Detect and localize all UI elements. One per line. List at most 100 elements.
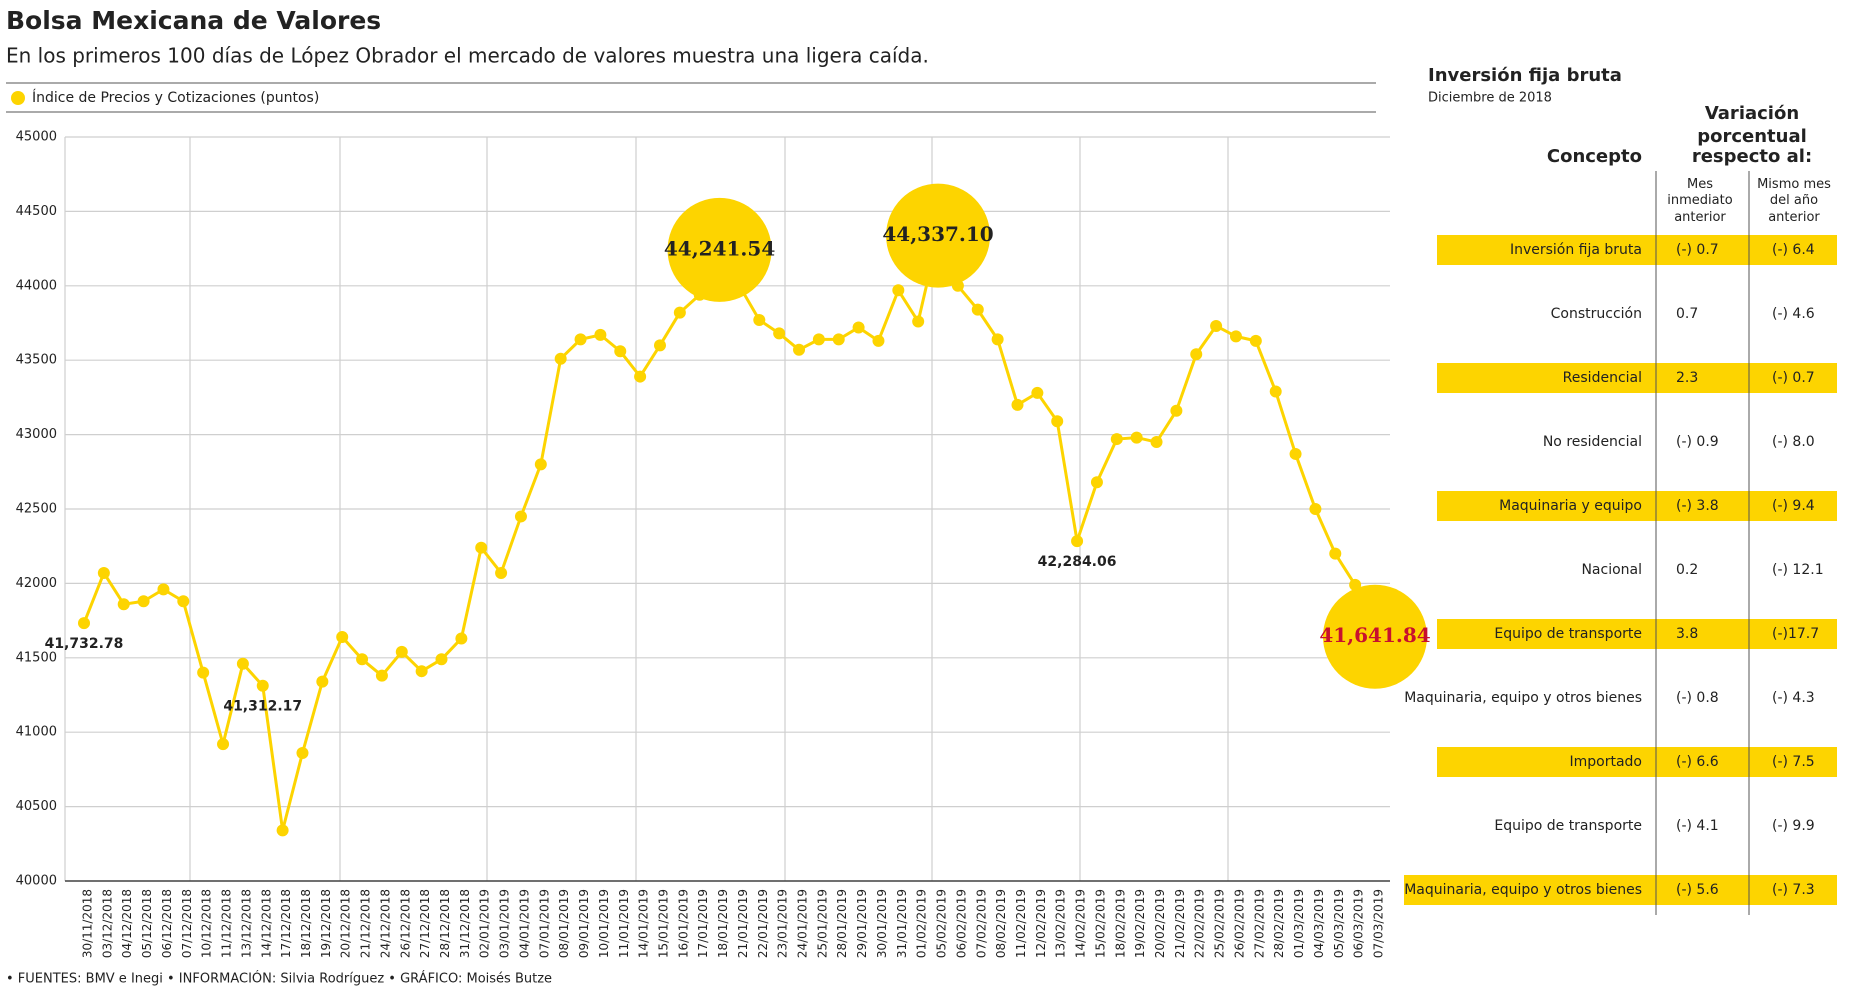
table-header: Variación porcentual respecto al: — [1692, 103, 1812, 167]
point — [1110, 433, 1123, 446]
x-tick-label: 31/12/2018 — [458, 889, 472, 958]
row-value: (-) 8.0 — [1772, 434, 1815, 450]
x-tick-label: 29/01/2019 — [855, 889, 869, 958]
row-value: (-) 12.1 — [1772, 562, 1824, 578]
x-tick-label: 24/12/2018 — [378, 889, 392, 958]
point — [137, 595, 150, 608]
y-tick-label: 42000 — [16, 576, 57, 591]
footer: • FUENTES: BMV e Inegi • INFORMACIÓN: Si… — [6, 971, 552, 987]
row-value: (-) 7.3 — [1772, 882, 1815, 898]
point — [1031, 386, 1044, 399]
x-tick-label: 13/12/2018 — [239, 889, 253, 958]
value-label: 41,732.78 — [45, 636, 124, 652]
point — [1150, 436, 1163, 449]
x-tick-label: 25/01/2019 — [815, 889, 829, 958]
x-tick-label: 31/01/2019 — [895, 889, 909, 958]
x-tick-label: 18/01/2019 — [716, 889, 730, 958]
row-value: (-) 5.6 — [1676, 882, 1719, 898]
row-label: Maquinaria, equipo y otros bienes — [1404, 882, 1642, 898]
point — [971, 303, 984, 316]
point — [296, 747, 309, 760]
x-tick-label: 28/02/2019 — [1272, 889, 1286, 958]
x-tick-label: 06/12/2018 — [160, 889, 174, 958]
y-tick-label: 41000 — [16, 725, 57, 740]
x-tick-label: 04/03/2019 — [1312, 889, 1326, 958]
chart-title: Bolsa Mexicana de Valores — [6, 6, 381, 35]
row-value: (-) 0.7 — [1676, 242, 1719, 258]
x-tick-label: 05/03/2019 — [1332, 889, 1346, 958]
row-value: (-) 9.4 — [1772, 498, 1815, 514]
row-label: Nacional — [1581, 562, 1642, 578]
x-tick-label: 08/02/2019 — [994, 889, 1008, 958]
point — [773, 327, 786, 340]
y-tick-label: 43500 — [16, 353, 57, 368]
table-subtitle: Diciembre de 2018 — [1428, 91, 1552, 106]
x-tick-label: 01/02/2019 — [915, 889, 929, 958]
x-tick-label: 25/02/2019 — [1213, 889, 1227, 958]
subtitle: En los primeros 100 días de López Obrado… — [6, 44, 929, 68]
x-tick-label: 21/12/2018 — [359, 889, 373, 958]
point — [1130, 431, 1143, 444]
x-tick-label: 21/02/2019 — [1173, 889, 1187, 958]
point — [673, 306, 686, 319]
highlight-label: 44,241.54 — [664, 236, 775, 260]
point — [1289, 447, 1302, 460]
x-tick-label: 18/12/2018 — [299, 889, 313, 958]
x-tick-label: 03/12/2018 — [100, 889, 114, 958]
x-tick-label: 19/12/2018 — [319, 889, 333, 958]
point — [1309, 503, 1322, 515]
x-tick-label: 05/02/2019 — [935, 889, 949, 958]
point — [375, 669, 388, 682]
highlight-bubble — [667, 197, 772, 302]
legend-label: Índice de Precios y Cotizaciones (puntos… — [32, 89, 319, 106]
row-value: (-) 7.5 — [1772, 754, 1815, 770]
point — [256, 679, 269, 692]
point — [793, 343, 806, 356]
point — [872, 334, 885, 347]
point — [495, 566, 508, 579]
row-value: 3.8 — [1676, 626, 1698, 642]
x-tick-label: 28/12/2018 — [438, 889, 452, 958]
row-value: (-) 6.6 — [1676, 754, 1719, 770]
row-highlight — [1404, 875, 1837, 905]
row-highlight — [1437, 363, 1837, 393]
legend-swatch — [11, 91, 25, 105]
x-tick-label: 22/01/2019 — [756, 889, 770, 958]
series-line — [82, 234, 1377, 832]
x-tick-label: 20/02/2019 — [1153, 889, 1167, 958]
x-tick-label: 30/11/2018 — [81, 889, 95, 958]
point — [236, 657, 249, 670]
point — [356, 653, 369, 666]
x-tick-label: 13/02/2019 — [1054, 889, 1068, 958]
x-tick-label: 20/12/2018 — [339, 889, 353, 958]
row-label: Maquinaria, equipo y otros bienes — [1404, 690, 1642, 706]
x-tick-label: 24/01/2019 — [796, 889, 810, 958]
x-tick-label: 12/02/2019 — [1034, 889, 1048, 958]
row-label: Equipo de transporte — [1494, 818, 1642, 834]
x-tick-label: 14/12/2018 — [259, 889, 273, 958]
point — [1051, 415, 1064, 428]
point — [1190, 348, 1203, 361]
y-tick-label: 44000 — [16, 278, 57, 293]
point — [415, 665, 428, 678]
x-tick-label: 22/02/2019 — [1193, 889, 1207, 958]
highlight-label: 41,641.84 — [1319, 623, 1430, 647]
x-tick-label: 27/02/2019 — [1252, 889, 1266, 958]
y-tick-label: 40500 — [16, 799, 57, 814]
point — [534, 458, 547, 471]
value-label: 41,312.17 — [223, 699, 302, 715]
row-value: 0.7 — [1676, 306, 1698, 322]
point — [1170, 404, 1183, 417]
x-tick-label: 17/12/2018 — [279, 889, 293, 958]
x-tick-label: 07/03/2019 — [1372, 889, 1386, 958]
row-value: (-) 4.1 — [1676, 818, 1719, 834]
point — [753, 314, 766, 327]
point — [614, 345, 627, 358]
row-value: (-) 4.3 — [1772, 690, 1815, 706]
row-value: 2.3 — [1676, 370, 1698, 386]
point — [157, 583, 170, 596]
table-header: Concepto — [1547, 146, 1642, 167]
row-value: 0.2 — [1676, 562, 1698, 578]
point — [634, 370, 647, 383]
